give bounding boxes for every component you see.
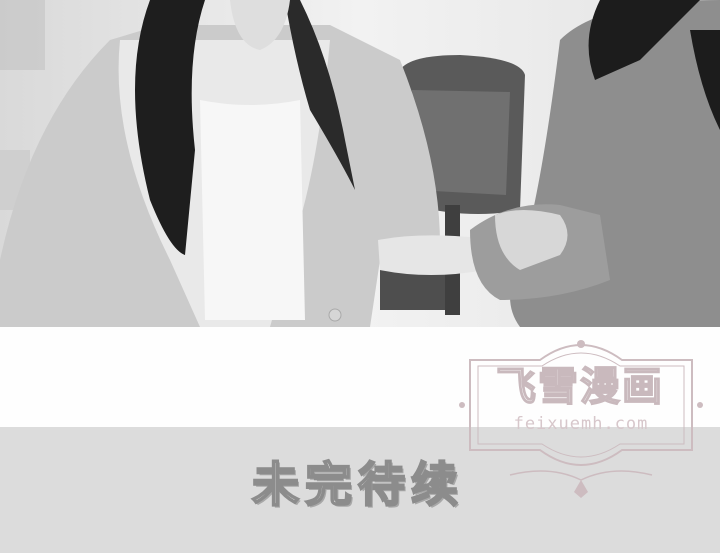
comic-photo-panel <box>0 0 720 327</box>
left-person <box>0 0 485 327</box>
watermark-frame <box>459 340 703 498</box>
watermark-title: 飞雪漫画 <box>495 364 664 410</box>
white-band <box>0 327 720 427</box>
watermark-url: feixuemh.com <box>513 414 649 434</box>
to-be-continued-caption: 未完待续 <box>251 458 464 513</box>
right-person <box>470 0 720 327</box>
gray-band <box>0 427 720 553</box>
